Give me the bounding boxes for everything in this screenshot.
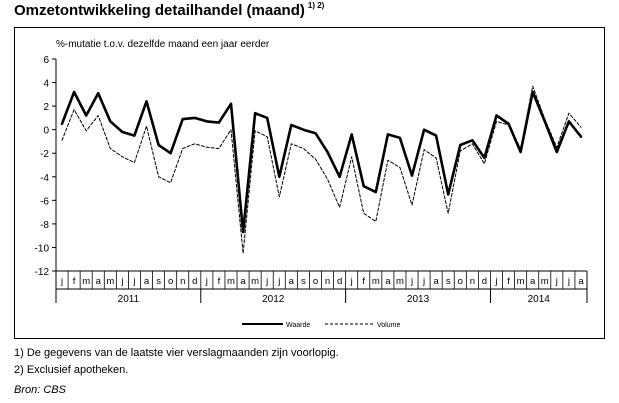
month-tick-label: m [372,276,380,287]
month-tick-label: n [180,276,185,287]
y-tick-label: 6 [43,55,49,66]
source-note: Bron: CBS [14,384,66,396]
month-tick-label: j [555,276,558,287]
title-footnote-refs: 1) 2) [307,1,325,10]
month-tick-label: m [106,276,114,287]
series-line-waarde [60,90,583,234]
month-tick-label: j [265,276,268,287]
y-tick-label: -10 [35,243,50,254]
month-tick-label: d [192,276,197,287]
y-tick-label: -2 [40,149,49,160]
month-tick-label: m [82,276,90,287]
year-label: 2012 [262,294,285,305]
y-tick-label: 0 [43,126,49,137]
legend-label-volume: Volume [377,322,400,329]
month-tick-label: m [517,276,525,287]
month-tick-label: a [96,276,102,287]
month-tick-label: m [251,276,259,287]
y-tick-label: -8 [40,220,49,231]
year-label: 2014 [528,294,551,305]
footnote-1: 1) De gegevens van de laatste vier versl… [14,347,339,359]
y-tick-label: -4 [40,173,49,184]
month-tick-label: j [494,276,497,287]
month-tick-label: s [301,276,306,287]
month-tick-label: d [337,276,342,287]
month-tick-label: a [240,276,246,287]
month-tick-label: s [156,276,161,287]
month-tick-label: f [73,276,76,287]
month-tick-label: j [60,276,63,287]
year-label: 2013 [407,294,430,305]
month-tick-label: j [120,276,123,287]
chart-title-row: Omzetontwikkeling detailhandel (maand) 1)… [14,1,325,26]
month-tick-label: a [578,276,584,287]
month-tick-label: m [541,276,549,287]
month-tick-label: j [132,276,135,287]
month-tick-label: j [205,276,208,287]
month-tick-label: f [362,276,365,287]
y-tick-label: -12 [35,267,50,278]
month-tick-label: o [458,276,463,287]
legend-label-waarde: Waarde [286,322,310,329]
y-tick-label: 4 [43,79,49,90]
month-tick-label: j [422,276,425,287]
footnote-2: 2) Exclusief apotheken. [14,364,129,376]
month-tick-label: o [168,276,173,287]
y-tick-label: -6 [40,196,49,207]
month-tick-label: d [482,276,487,287]
month-tick-label: o [313,276,318,287]
month-tick-label: j [277,276,280,287]
month-tick-label: f [507,276,510,287]
year-label: 2011 [118,294,140,305]
month-tick-label: j [410,276,413,287]
chart-frame: %-mutatie t.o.v. dezelfde maand een jaar… [14,27,605,339]
month-tick-label: a [289,276,295,287]
month-tick-label: a [144,276,150,287]
line-chart: %-mutatie t.o.v. dezelfde maand een jaar… [35,39,588,329]
month-tick-label: m [227,276,235,287]
y-axis-label: %-mutatie t.o.v. dezelfde maand een jaar… [56,39,270,50]
chart-title: Omzetontwikkeling detailhandel (maand) [14,2,305,19]
month-tick-label: a [530,276,536,287]
series-line-volume [61,85,582,254]
month-tick-label: j [567,276,570,287]
month-tick-label: n [470,276,475,287]
month-tick-label: a [433,276,439,287]
month-tick-label: n [325,276,330,287]
month-tick-label: f [218,276,221,287]
month-tick-label: a [385,276,391,287]
month-tick-label: s [446,276,451,287]
month-tick-label: m [396,276,404,287]
y-tick-label: 2 [43,102,49,113]
month-tick-label: j [350,276,353,287]
